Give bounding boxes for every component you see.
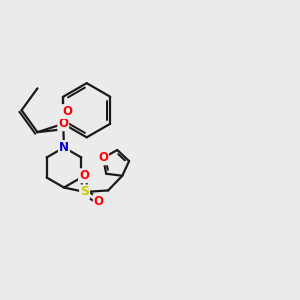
Text: O: O	[79, 169, 89, 182]
Text: O: O	[62, 105, 72, 118]
Text: O: O	[94, 195, 104, 208]
Text: S: S	[80, 185, 89, 198]
Text: O: O	[58, 117, 68, 130]
Text: O: O	[98, 152, 108, 164]
Text: N: N	[59, 141, 69, 154]
